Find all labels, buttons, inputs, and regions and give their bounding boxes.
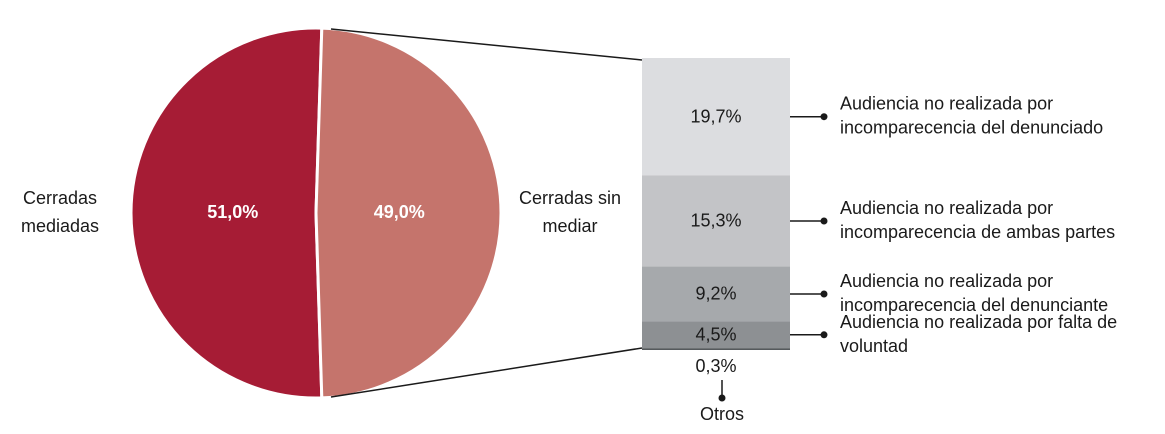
leader-dot [820,290,828,298]
slice-category-label-line: mediadas [21,216,99,236]
segment-category-label-line: Audiencia no realizada por [840,198,1053,218]
slice-category-label-line: Cerradas sin [519,188,621,208]
segment-value-label: 0,3% [695,356,736,376]
segment-category-label: Audiencia no realizada por incomparecenci… [840,93,1103,137]
segment-category-label: Audiencia no realizada por falta de volun… [840,312,1117,356]
segment-category-label-line: Audiencia no realizada por falta de [840,312,1117,332]
slice-category-label-line: mediar [542,216,597,236]
segment-category-label-line: incomparecencia del denunciante [840,295,1108,315]
segment-value-label: 15,3% [690,211,741,231]
segment-category-label: Audiencia no realizada por incomparecenci… [840,198,1115,242]
segment-category-label-line: Audiencia no realizada por [840,93,1053,113]
leader-dot [820,217,828,225]
segment-value-label: 9,2% [695,284,736,304]
segment-category-label: Otros [700,404,744,424]
bar-segment [642,348,790,350]
slice-category-label: Cerradas mediadas [21,188,99,236]
leader-dot [718,394,726,402]
bar-segment [642,266,790,322]
connector-line [330,28,643,61]
leader-dot [820,113,828,121]
segment-value-label: 19,7% [690,106,741,126]
connector-line [330,347,643,398]
bar-segment [642,175,790,267]
segment-value-label: 4,5% [695,325,736,345]
pie-slice [314,26,503,400]
bar-segment [642,321,790,349]
segment-category-label-line: Audiencia no realizada por [840,271,1053,291]
leader-dot [820,331,828,339]
segment-category-label-line: incomparecencia del denunciado [840,117,1103,137]
slice-category-label: Cerradas sin mediar [519,188,621,236]
segment-category-label-line: voluntad [840,336,908,356]
slice-category-label-line: Cerradas [23,188,97,208]
slice-value-label: 49,0% [374,202,425,222]
bar-segment [642,58,790,176]
segment-category-label: Audiencia no realizada por incomparecenci… [840,271,1108,315]
segment-category-label-line: incomparecencia de ambas partes [840,222,1115,242]
pie-slice [129,26,324,400]
slice-value-label: 51,0% [207,202,258,222]
segment-category-label-line: Otros [700,404,744,424]
